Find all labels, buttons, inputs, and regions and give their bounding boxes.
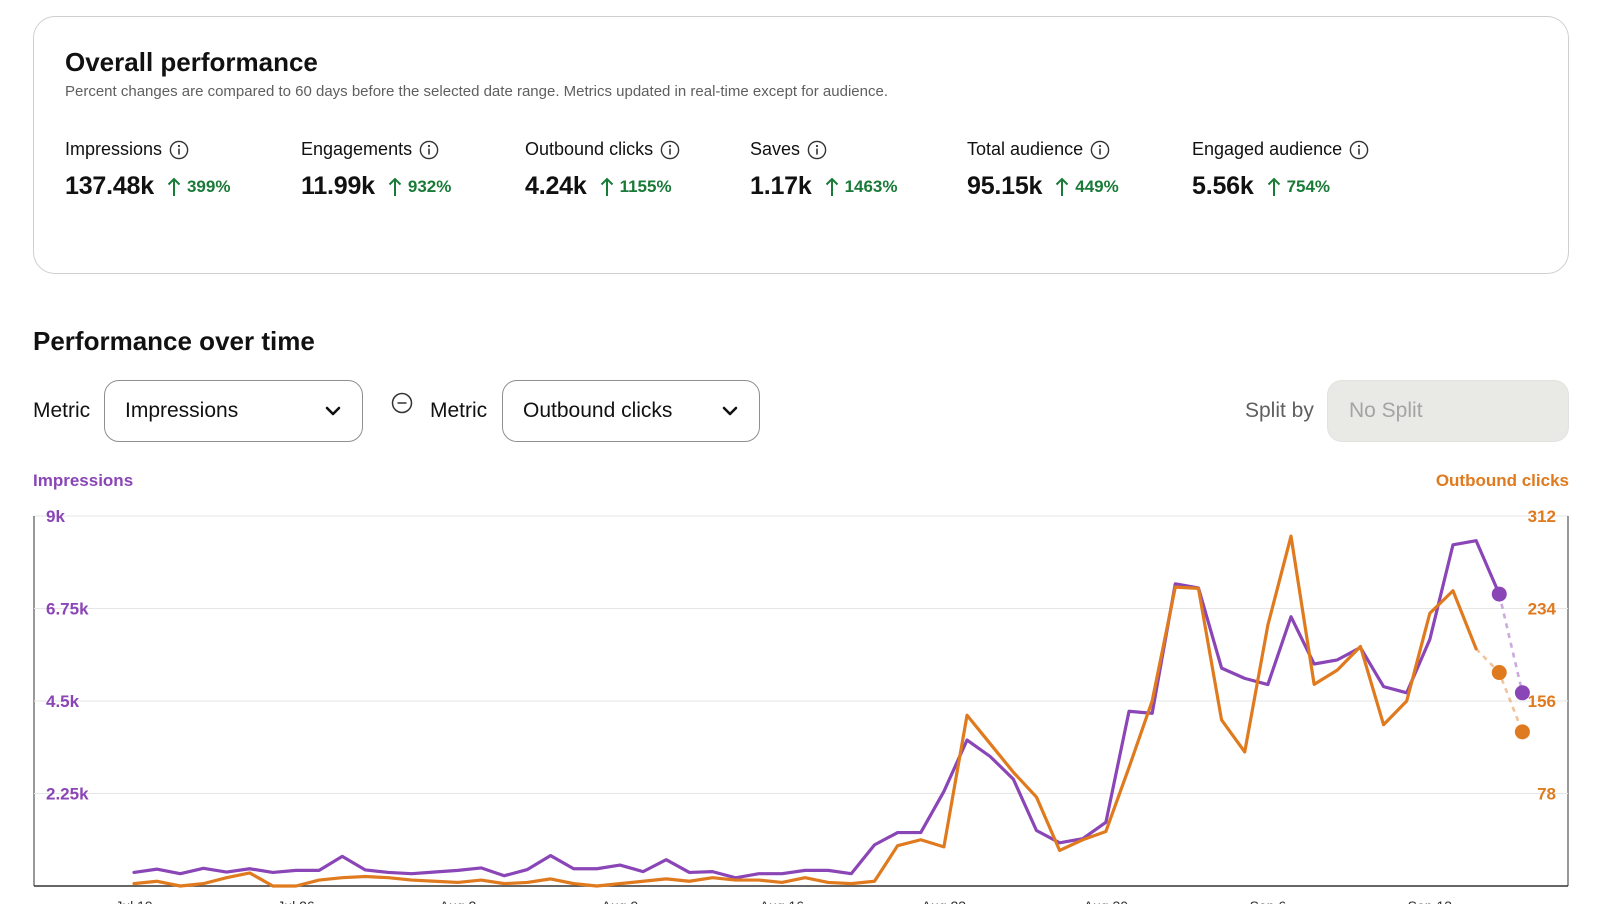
remove-metric-icon[interactable] [391,392,413,414]
series-point-marker [1491,586,1507,602]
performance-over-time-title: Performance over time [33,326,315,356]
series-point-marker [1514,724,1530,740]
metric-label: Saves [750,139,801,159]
left-axis-tick-label: 9k [46,507,65,526]
info-icon[interactable] [1090,140,1110,160]
info-icon[interactable] [169,140,189,160]
overall-performance-subtitle: Percent changes are compared to 60 days … [65,83,888,100]
metric-label: Engaged audience [1192,139,1343,159]
metric-1-label: Metric [33,399,91,422]
metric-impressions: Impressions 137.48k 399% [65,139,230,201]
left-axis-tick-label: 6.75k [46,600,89,619]
series-point-marker [1491,665,1507,681]
right-axis-tick-label: 156 [1528,692,1556,711]
arrow-up-icon [1267,177,1280,196]
metric-change: 754% [1286,176,1331,196]
metric-label: Engagements [301,139,413,159]
metric-change: 399% [186,176,231,196]
info-icon[interactable] [660,140,680,160]
right-axis-tick-label: 78 [1537,785,1556,804]
x-axis-tick-label: Jul 26 [277,898,315,904]
overall-performance-card: Overall performance Percent changes are … [33,16,1569,274]
overall-performance-title: Overall performance [65,47,318,77]
metric-total-audience: Total audience 95.15k 449% [967,139,1119,201]
metric-change: 449% [1075,176,1119,196]
metric-value: 11.99k [301,172,375,200]
metric-value: 1.17k [750,172,812,200]
x-axis-tick-label: Aug 16 [760,898,805,904]
split-by-select: No Split [1327,380,1569,442]
metric-1-selected-value: Impressions [125,399,239,422]
split-by-label: Split by [1245,399,1314,422]
metric-outbound-clicks: Outbound clicks 4.24k 1155% [525,139,680,201]
right-axis-tick-label: 234 [1528,600,1557,619]
info-icon[interactable] [419,140,439,160]
arrow-up-icon [388,177,402,196]
chevron-down-icon [722,406,738,416]
metric-value: 137.48k [65,172,154,200]
metric-2-select[interactable]: Outbound clicks [502,380,760,442]
metric-value: 4.24k [525,172,587,200]
x-axis-tick-label: Aug 30 [1084,898,1129,904]
left-axis-series-label: Impressions [33,471,134,490]
series-line [132,539,1501,880]
arrow-up-icon [167,177,181,196]
x-axis-tick-label: Jul 19 [115,898,153,904]
chevron-down-icon [325,406,341,416]
metric-label: Total audience [967,139,1084,159]
split-by-value: No Split [1349,399,1423,422]
series-projection-line [1475,647,1524,733]
series-point-marker [1514,685,1530,701]
right-axis-series-label: Outbound clicks [1435,471,1569,490]
info-icon[interactable] [807,140,827,160]
metric-change: 932% [407,176,452,196]
left-axis-tick-label: 2.25k [46,785,89,804]
series-projection-line [1497,593,1524,694]
arrow-up-icon [1056,177,1069,196]
metric-engaged-audience: Engaged audience 5.56k 754% [1192,139,1369,201]
left-axis-tick-label: 4.5k [46,692,80,711]
metric-value: 95.15k [967,172,1043,200]
x-axis-tick-label: Sep 13 [1408,898,1453,904]
x-axis-tick-label: Aug 2 [440,898,477,904]
metric-change: 1463% [844,176,898,196]
x-axis-tick-label: Aug 23 [922,898,967,904]
metric-value: 5.56k [1192,172,1254,200]
metric-2-selected-value: Outbound clicks [523,399,673,422]
metric-engagements: Engagements 11.99k 932% [301,139,451,201]
series-line [132,534,1478,888]
metric-saves: Saves 1.17k 1463% [750,139,898,201]
x-axis-tick-label: Sep 6 [1250,898,1287,904]
right-axis-tick-label: 312 [1528,507,1556,526]
metric-2-label: Metric [430,399,488,422]
info-icon[interactable] [1349,140,1369,160]
metric-label: Impressions [65,139,163,159]
arrow-up-icon [825,177,838,196]
metric-change: 1155% [619,176,672,196]
metric-label: Outbound clicks [525,139,654,159]
arrow-up-icon [600,177,613,196]
metric-1-select[interactable]: Impressions [104,380,363,442]
x-axis-tick-label: Aug 9 [602,898,639,904]
